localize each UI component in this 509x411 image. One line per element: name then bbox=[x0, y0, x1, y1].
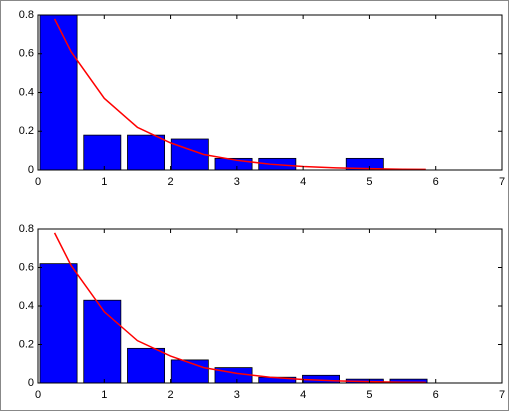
x-tick-label: 6 bbox=[433, 176, 439, 188]
y-tick-label: 0.8 bbox=[19, 223, 34, 235]
x-tick-label: 4 bbox=[300, 389, 306, 401]
bar bbox=[83, 134, 122, 170]
x-tick-label: 2 bbox=[168, 176, 174, 188]
bar bbox=[127, 134, 166, 170]
x-tick-label: 4 bbox=[300, 176, 306, 188]
x-tick-label: 7 bbox=[499, 389, 505, 401]
y-tick-label: 0 bbox=[28, 377, 34, 389]
bar bbox=[345, 157, 384, 170]
x-tick-label: 3 bbox=[234, 176, 240, 188]
x-tick-label: 1 bbox=[101, 176, 107, 188]
y-tick-label: 0 bbox=[28, 164, 34, 176]
bar bbox=[214, 157, 253, 170]
x-tick-label: 3 bbox=[234, 389, 240, 401]
x-tick-label: 2 bbox=[168, 389, 174, 401]
x-tick-label: 5 bbox=[366, 389, 372, 401]
y-tick-label: 0.8 bbox=[19, 9, 34, 21]
plot-area bbox=[39, 15, 426, 170]
x-tick-label: 5 bbox=[366, 176, 372, 188]
x-tick-label: 6 bbox=[433, 389, 439, 401]
x-tick-label: 0 bbox=[35, 389, 41, 401]
y-tick-label: 0.4 bbox=[19, 86, 34, 98]
y-tick-label: 0.4 bbox=[19, 300, 34, 312]
bar bbox=[127, 347, 166, 383]
x-tick-label: 7 bbox=[499, 176, 505, 188]
x-tick-label: 1 bbox=[101, 389, 107, 401]
y-tick-label: 0.6 bbox=[19, 261, 34, 273]
y-tick-label: 0.2 bbox=[19, 338, 34, 350]
bar bbox=[39, 263, 78, 383]
bar bbox=[83, 299, 122, 383]
y-tick-label: 0.2 bbox=[19, 125, 34, 137]
x-tick-label: 0 bbox=[35, 176, 41, 188]
y-tick-label: 0.6 bbox=[19, 48, 34, 60]
bar bbox=[39, 15, 78, 170]
